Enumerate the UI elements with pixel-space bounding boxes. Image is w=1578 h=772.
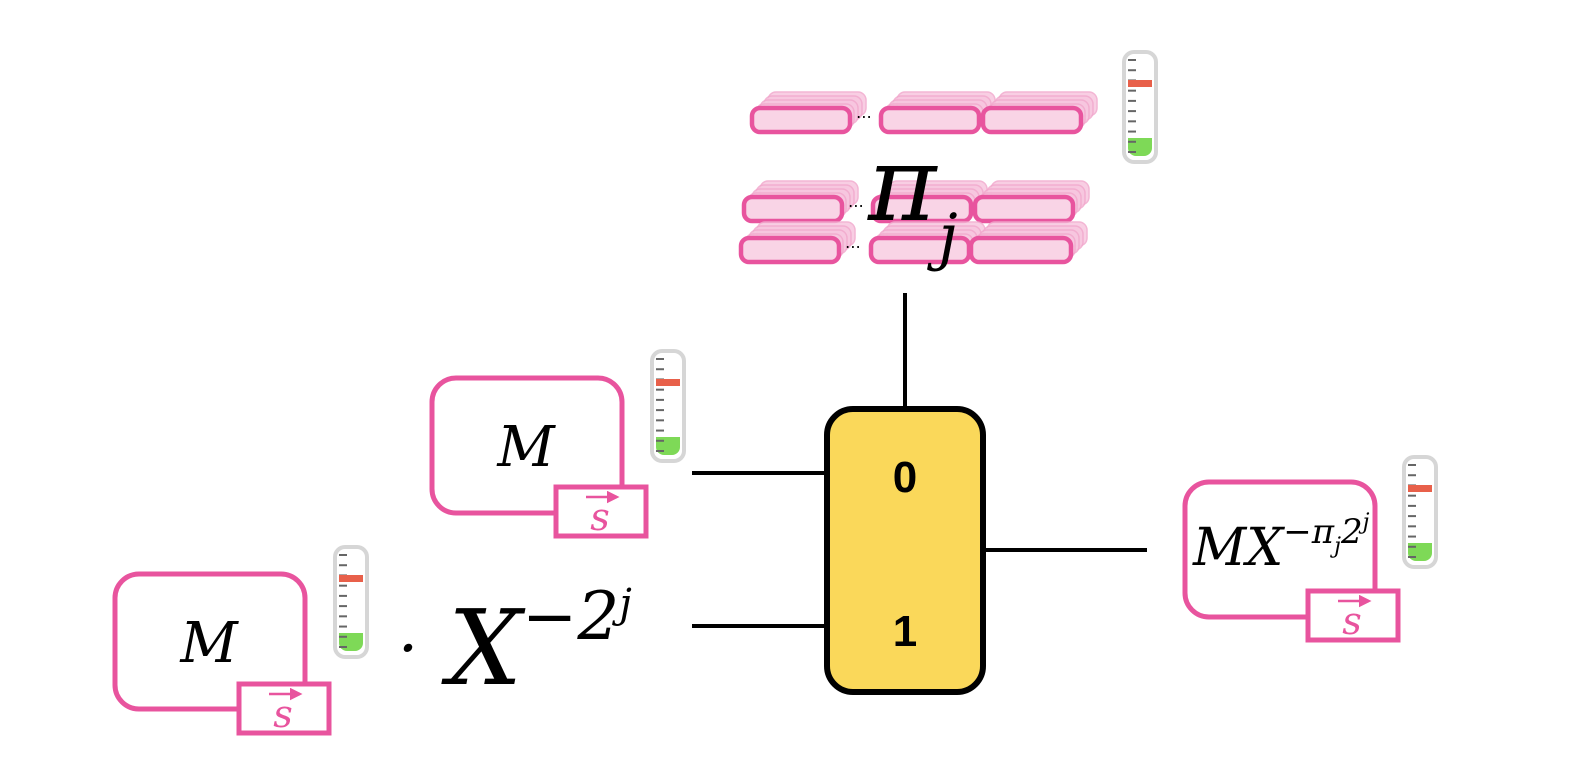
output-key: s: [1342, 599, 1362, 643]
ggsw-cell: [738, 221, 856, 265]
ggsw-cell: [868, 221, 986, 265]
ggsw-ellipsis: ⋯: [848, 196, 864, 215]
ggsw-cell: [968, 221, 1088, 265]
ggsw-cell: [749, 91, 867, 135]
noise-gauge-selector: [1122, 50, 1158, 164]
output-message: MX−πj2j: [1192, 510, 1370, 578]
left-bottom-key: s: [273, 692, 293, 736]
ggsw-cell: [980, 91, 1098, 135]
noise-level-marker: [1408, 485, 1432, 492]
ggsw-cell: [878, 91, 996, 135]
ggsw-cell: [972, 180, 1090, 224]
left-top-ciphertext: M s: [429, 375, 649, 539]
noise-level-marker: [656, 379, 680, 386]
left-top-key: s: [590, 495, 610, 539]
ggsw-ellipsis: ⋯: [845, 237, 861, 256]
ggsw-cell: [741, 180, 859, 224]
rotation-factor: X−2j: [441, 578, 632, 709]
noise-gauge-left-top: [650, 349, 686, 463]
wires: [692, 293, 1147, 628]
noise-level-marker: [339, 575, 363, 582]
mux-input-1-label: 1: [893, 607, 917, 656]
selector-ggsw-stack: ⋯ ⋯ ⋯: [738, 91, 1098, 265]
left-top-message: M: [496, 415, 556, 480]
ggsw-ellipsis: ⋯: [856, 107, 872, 126]
left-bottom-message: M: [179, 611, 239, 676]
left-bottom-ciphertext: M s: [112, 571, 332, 736]
output-ciphertext: MX−πj2j s: [1182, 479, 1401, 643]
noise-gauge-output: [1402, 455, 1438, 569]
mux-block: 0 1: [824, 406, 986, 695]
mux-input-0-label: 0: [893, 453, 917, 502]
multiplier-dot: ·: [398, 612, 418, 686]
noise-gauge-left-bottom: [333, 545, 369, 659]
noise-gauges: [333, 50, 1438, 659]
noise-level-marker: [1128, 80, 1152, 87]
ggsw-cell: [870, 180, 988, 224]
